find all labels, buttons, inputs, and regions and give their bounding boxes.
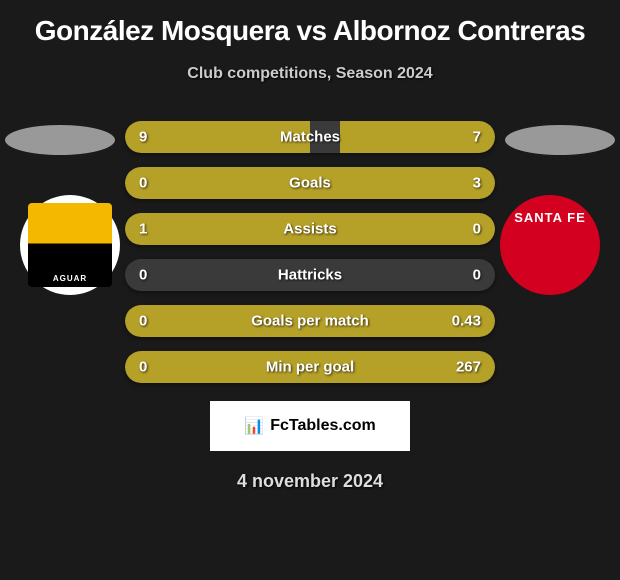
stat-value-left: 9 <box>139 129 147 146</box>
stat-row: 9 Matches 7 <box>125 121 495 153</box>
bar-right <box>192 167 495 199</box>
brand-text: FcTables.com <box>270 417 376 435</box>
chart-icon: 📊 <box>244 416 264 436</box>
stat-label: Matches <box>280 129 340 146</box>
stat-row: 0 Min per goal 267 <box>125 351 495 383</box>
stat-value-right: 0 <box>473 221 481 238</box>
stat-row: 0 Goals 3 <box>125 167 495 199</box>
logo-left-text: AGUAR <box>53 274 87 283</box>
oval-shadow-right <box>505 125 615 155</box>
stat-value-right: 0 <box>473 267 481 284</box>
stat-value-right: 0.43 <box>452 313 481 330</box>
stat-label: Assists <box>283 221 336 238</box>
stat-value-right: 267 <box>456 359 481 376</box>
jaguares-shield-icon: AGUAR <box>28 203 112 287</box>
logo-right-text: SANTA FE <box>514 210 586 225</box>
stat-label: Goals <box>289 175 331 192</box>
oval-shadow-left <box>5 125 115 155</box>
team-logo-right: SANTA FE <box>500 195 600 295</box>
stat-label: Min per goal <box>266 359 354 376</box>
stat-value-right: 7 <box>473 129 481 146</box>
bar-left <box>125 167 192 199</box>
stat-label: Goals per match <box>251 313 369 330</box>
date-label: 4 november 2024 <box>0 471 620 492</box>
stat-value-left: 0 <box>139 359 147 376</box>
stat-row: 0 Goals per match 0.43 <box>125 305 495 337</box>
stat-value-left: 0 <box>139 313 147 330</box>
subtitle: Club competitions, Season 2024 <box>0 65 620 83</box>
comparison-card: González Mosquera vs Albornoz Contreras … <box>0 0 620 580</box>
stat-value-left: 1 <box>139 221 147 238</box>
team-logo-left: AGUAR <box>20 195 120 295</box>
stat-value-right: 3 <box>473 175 481 192</box>
stat-value-left: 0 <box>139 267 147 284</box>
page-title: González Mosquera vs Albornoz Contreras <box>0 15 620 47</box>
stat-row: 0 Hattricks 0 <box>125 259 495 291</box>
bar-right <box>443 213 495 245</box>
stat-label: Hattricks <box>278 267 342 284</box>
brand-badge[interactable]: 📊 FcTables.com <box>210 401 410 451</box>
stat-row: 1 Assists 0 <box>125 213 495 245</box>
stats-list: 9 Matches 7 0 Goals 3 1 Assists 0 0 Hattricks 0 0 Goa… <box>125 121 495 383</box>
stat-value-left: 0 <box>139 175 147 192</box>
